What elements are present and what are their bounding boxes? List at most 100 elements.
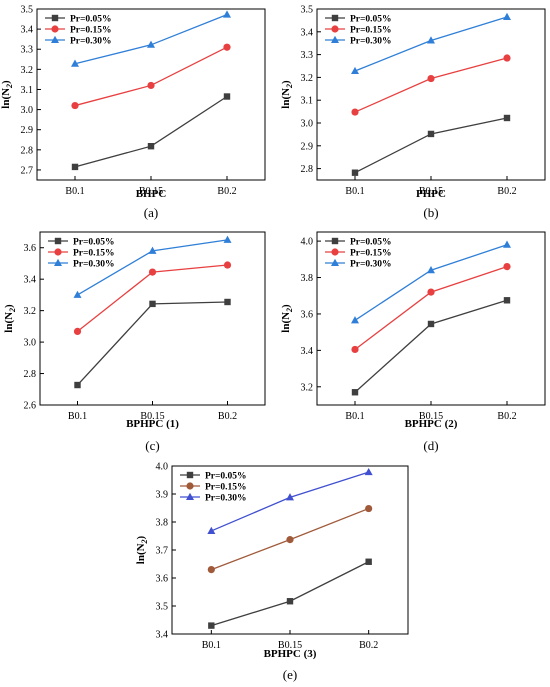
data-point [351, 389, 359, 396]
legend-label: Pr=0.30% [73, 259, 115, 269]
data-point [223, 10, 231, 18]
legend-marker [54, 258, 62, 266]
series-line [74, 46, 228, 107]
y-tick-label: 3.0 [21, 105, 34, 116]
panel-caption: (e) [283, 667, 297, 682]
data-point [71, 163, 79, 171]
legend-label: Pr=0.15% [350, 248, 392, 258]
data-point [427, 266, 435, 274]
y-tick-label: 2.8 [24, 369, 37, 380]
y-tick-label: 3.7 [156, 546, 169, 557]
y-tick-label: 3.5 [301, 5, 314, 16]
legend-marker [331, 248, 339, 256]
data-point [148, 246, 157, 254]
y-tick-label: 3.0 [301, 119, 314, 130]
x-axis-label: BHPC [136, 188, 167, 200]
data-point [427, 74, 435, 83]
y-axis-label: ln(N2) [280, 80, 294, 109]
series-line [211, 561, 369, 627]
y-tick-label: 3.9 [156, 490, 169, 501]
legend-marker [51, 35, 59, 43]
data-point [223, 235, 232, 243]
chart-2: 2.8 2.9 3.0 3.1 3.2 3.3 3.4 3.5 B0.1 B0.15 B0.2 PHP… [280, 5, 546, 220]
legend-marker [331, 237, 339, 245]
data-point [207, 566, 215, 574]
data-point [427, 36, 435, 44]
y-tick-label: 3.6 [301, 309, 314, 320]
data-point [207, 526, 216, 534]
y-tick-label: 3.2 [21, 65, 34, 76]
data-point [73, 327, 82, 335]
y-tick-label: 3.4 [21, 25, 34, 36]
y-tick-label: 3.5 [156, 602, 169, 613]
data-point [365, 504, 373, 513]
data-point [503, 114, 511, 122]
y-tick-label: 3.4 [301, 346, 314, 357]
x-tick-label: B0.15 [278, 640, 302, 651]
x-tick-label: B0.2 [218, 411, 237, 422]
y-axis-label: ln(N2) [0, 80, 14, 109]
data-point [351, 345, 359, 354]
data-point [224, 298, 231, 306]
legend-label: Pr=0.15% [73, 248, 115, 258]
legend-marker [331, 258, 339, 266]
legend-label: Pr=0.15% [205, 482, 247, 492]
x-tick-label: B0.1 [65, 186, 84, 197]
panel-caption: (d) [423, 438, 438, 453]
legend-label: Pr=0.15% [70, 25, 112, 35]
data-point [365, 558, 372, 565]
y-tick-label: 3.6 [156, 574, 169, 585]
legend-marker [331, 35, 339, 43]
y-tick-label: 4.0 [301, 237, 314, 248]
data-point [351, 66, 359, 75]
legend-label: Pr=0.05% [70, 14, 112, 24]
y-tick-label: 2.6 [24, 401, 37, 412]
panel-caption: (a) [144, 205, 158, 220]
data-point [223, 43, 231, 51]
x-tick-label: B0.15 [139, 186, 163, 197]
x-tick-label: B0.1 [68, 411, 87, 422]
chart-4: 3.2 3.4 3.6 3.8 4.0 B0.1 B0.15 B0.2 BPHPC (2) ln(… [280, 231, 546, 453]
data-point [208, 622, 215, 629]
y-tick-label: 2.9 [21, 125, 34, 136]
y-tick-label: 3.8 [301, 273, 314, 284]
y-axis-label: ln(N2) [280, 304, 294, 333]
data-point [148, 268, 157, 276]
data-point [286, 598, 294, 605]
series-line [354, 57, 508, 113]
x-tick-label: B0.15 [140, 411, 164, 422]
data-point [427, 130, 435, 138]
x-tick-label: B0.1 [345, 186, 364, 197]
y-tick-label: 2.8 [301, 164, 314, 175]
legend-label: Pr=0.30% [350, 36, 392, 46]
legend-label: Pr=0.30% [350, 259, 392, 269]
y-tick-label: 3.6 [24, 243, 37, 254]
series-line [74, 95, 228, 168]
data-point [364, 467, 373, 476]
chart-5: 3.4 3.5 3.6 3.7 3.8 3.9 4.0 B0.1 B0.15 B0.2 BPHPC … [135, 462, 409, 682]
data-point [147, 143, 155, 150]
data-point [71, 59, 79, 67]
chart-3: 2.6 2.8 3.0 3.2 3.4 3.6 B0.1 B0.15 B0.2 BPHPC (1)… [3, 231, 266, 453]
legend-label: Pr=0.30% [70, 36, 112, 46]
data-point [351, 316, 359, 324]
data-point [351, 108, 359, 116]
panel-caption: (b) [423, 205, 438, 220]
y-axis-label: ln(N2) [135, 535, 149, 564]
legend-marker [186, 492, 194, 500]
legend-marker [54, 237, 62, 245]
panel-caption: (c) [145, 438, 159, 453]
data-point [71, 101, 79, 110]
y-tick-label: 3.0 [24, 338, 37, 349]
legend-label: Pr=0.05% [73, 237, 115, 247]
legend-marker [51, 25, 59, 33]
y-tick-label: 2.7 [21, 165, 34, 176]
series-line [354, 299, 508, 393]
data-point [503, 263, 511, 271]
x-axis-label: BPHPC (1) [126, 418, 179, 430]
x-tick-label: B0.15 [419, 186, 443, 197]
y-tick-label: 3.8 [156, 518, 169, 529]
data-point [74, 381, 81, 389]
data-point [503, 297, 511, 304]
